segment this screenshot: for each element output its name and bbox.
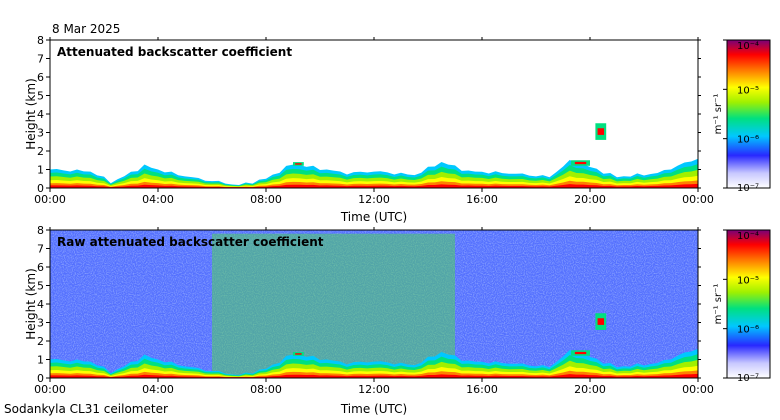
colorbar-tick-label: 10⁻⁷ — [737, 373, 759, 384]
boundary-layer-band — [50, 365, 698, 378]
x-tick-label: 00:00 — [682, 193, 714, 206]
y-tick-label: 6 — [37, 71, 44, 84]
plot-background — [50, 40, 698, 188]
boundary-layer-band — [50, 175, 698, 188]
instrument-footer: Sodankyla CL31 ceilometer — [4, 402, 168, 416]
colorbar-gradient — [726, 39, 771, 189]
y-tick-label: 2 — [37, 145, 44, 158]
y-axis-label: Height (km) — [24, 78, 38, 149]
cloud-core — [295, 163, 302, 165]
cloud-core — [597, 128, 605, 135]
panel-title: Raw attenuated backscatter coefficient — [57, 235, 324, 249]
y-tick-label: 3 — [37, 317, 44, 330]
cloud-core — [597, 318, 605, 325]
x-axis: 00:00 04:00 08:00 12:00 16:00 20:00 00:00 — [34, 227, 714, 396]
boundary-layer-band — [50, 183, 698, 188]
y-tick-label: 4 — [37, 298, 44, 311]
elevated-noise-region — [212, 233, 455, 378]
y-tick-label: 1 — [37, 354, 44, 367]
colorbar-tick-label: 10⁻⁵ — [737, 85, 759, 96]
cloud-core — [295, 353, 302, 355]
x-tick-label: 00:00 — [34, 193, 66, 206]
colorbar-gradient — [726, 229, 771, 379]
x-tick-label: 20:00 — [574, 193, 606, 206]
panel-title: Attenuated backscatter coefficient — [57, 45, 292, 59]
colorbar-2: 10⁻⁷ 10⁻⁶ 10⁻⁵ 10⁻⁴ m⁻¹ sr⁻¹ — [713, 229, 771, 384]
colorbar-tick-label: 10⁻⁶ — [737, 135, 759, 146]
colorbar-tick-label: 10⁻⁵ — [737, 275, 759, 286]
x-axis-label: Time (UTC) — [340, 402, 407, 416]
x-tick-label: 08:00 — [250, 193, 282, 206]
x-tick-label: 16:00 — [466, 383, 498, 396]
x-tick-label: 12:00 — [358, 193, 390, 206]
boundary-layer-band — [50, 373, 698, 378]
y-tick-label: 4 — [37, 108, 44, 121]
x-tick-label: 00:00 — [34, 383, 66, 396]
y-tick-label: 5 — [37, 90, 44, 103]
heatmap-layer — [50, 233, 698, 378]
x-tick-label: 12:00 — [358, 383, 390, 396]
boundary-layer-band — [50, 370, 698, 378]
x-tick-label: 20:00 — [574, 383, 606, 396]
y-tick-label: 7 — [37, 243, 44, 256]
y-tick-label: 5 — [37, 280, 44, 293]
y-tick-label: 7 — [37, 53, 44, 66]
x-tick-label: 00:00 — [682, 383, 714, 396]
x-tick-label: 04:00 — [142, 383, 174, 396]
panel-attenuated: Attenuated backscatter coefficient 0 1 2 3 4… — [24, 34, 714, 224]
boundary-layer-band — [50, 180, 698, 188]
x-tick-label: 16:00 — [466, 193, 498, 206]
y-tick-label: 0 — [37, 372, 44, 385]
panel-raw: Raw attenuated backscatter coefficient 0… — [24, 224, 714, 416]
colorbar-tick-label: 10⁻⁴ — [737, 41, 759, 52]
y-tick-label: 0 — [37, 182, 44, 195]
x-axis: 00:00 04:00 08:00 12:00 16:00 20:00 00:00 — [34, 37, 714, 206]
cloud-core — [574, 351, 587, 355]
y-tick-label: 3 — [37, 127, 44, 140]
x-tick-label: 08:00 — [250, 383, 282, 396]
colorbar-tick-label: 10⁻⁶ — [737, 325, 759, 336]
colorbar-tick-label: 10⁻⁷ — [737, 183, 759, 194]
colorbar-tick-label: 10⁻⁴ — [737, 231, 759, 242]
colorbar-1: 10⁻⁷ 10⁻⁶ 10⁻⁵ 10⁻⁴ m⁻¹ sr⁻¹ — [713, 39, 771, 194]
cloud-core — [574, 161, 587, 165]
y-tick-label: 1 — [37, 164, 44, 177]
y-tick-label: 6 — [37, 261, 44, 274]
y-axis-label: Height (km) — [24, 268, 38, 339]
y-tick-label: 8 — [37, 34, 44, 47]
y-axis: 0 1 2 3 4 5 6 7 8 — [37, 34, 701, 195]
y-tick-label: 2 — [37, 335, 44, 348]
y-tick-label: 8 — [37, 224, 44, 237]
date-label: 8 Mar 2025 — [52, 22, 120, 36]
x-tick-label: 04:00 — [142, 193, 174, 206]
colorbar-unit-label: m⁻¹ sr⁻¹ — [713, 284, 724, 325]
colorbar-unit-label: m⁻¹ sr⁻¹ — [713, 94, 724, 135]
x-axis-label: Time (UTC) — [340, 210, 407, 224]
heatmap-layer — [50, 123, 698, 188]
